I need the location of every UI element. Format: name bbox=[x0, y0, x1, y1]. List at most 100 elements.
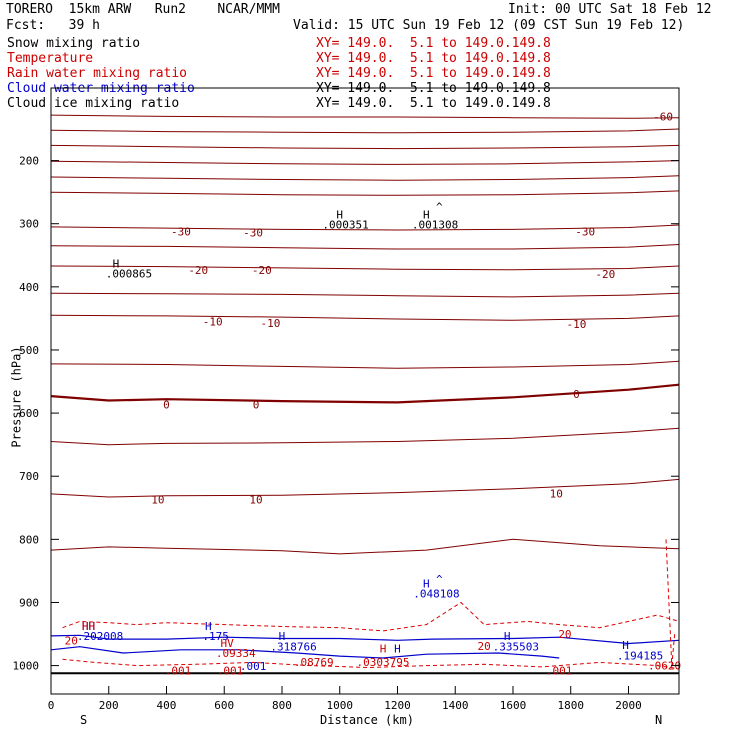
isotherm-line bbox=[50, 478, 680, 498]
extremum-label: .001 bbox=[240, 660, 267, 673]
extremum-label: ^ bbox=[436, 573, 443, 586]
contour-label: 20 bbox=[558, 628, 571, 641]
contour-label: -10 bbox=[203, 316, 223, 329]
contour-label: -60 bbox=[653, 110, 673, 123]
cloud-water-contour bbox=[50, 646, 560, 659]
plot-frame bbox=[50, 87, 680, 695]
extremum-label: H bbox=[205, 620, 212, 633]
extremum-label: .000351 bbox=[322, 218, 368, 231]
extremum-label: .048108 bbox=[413, 588, 459, 601]
contour-label: 10 bbox=[550, 487, 563, 500]
contour-label: 10 bbox=[151, 494, 164, 507]
isotherm-line bbox=[50, 175, 680, 181]
extremum-label: .202008 bbox=[77, 630, 123, 643]
contour-label: -10 bbox=[261, 317, 281, 330]
cloud-water-contour bbox=[50, 634, 680, 645]
extremum-label: HV bbox=[221, 637, 235, 650]
contour-label: -20 bbox=[188, 264, 208, 277]
y-tick-label: 600 bbox=[19, 407, 39, 420]
extremum-label: .09334 bbox=[216, 647, 256, 660]
contour-label: -20 bbox=[252, 264, 272, 277]
extremum-label: H bbox=[423, 208, 430, 221]
x-tick-label: 0 bbox=[48, 699, 55, 712]
y-tick-label: 900 bbox=[19, 596, 39, 609]
extremum-label: .0620 bbox=[648, 660, 681, 673]
isotherm-line bbox=[50, 160, 680, 165]
isotherm-line bbox=[50, 114, 680, 119]
extremum-label: .001 bbox=[546, 665, 573, 678]
extremum-label: .0303795 bbox=[357, 656, 410, 669]
isotherm-line bbox=[50, 427, 680, 446]
x-tick-label: 2000 bbox=[615, 699, 642, 712]
x-tick-label: 800 bbox=[272, 699, 292, 712]
isotherm-line bbox=[50, 265, 680, 271]
header-fcst: Fcst: 39 h bbox=[6, 18, 100, 33]
isotherm-line bbox=[50, 224, 680, 231]
x-tick-label: 600 bbox=[214, 699, 234, 712]
legend-name: Snow mixing ratio bbox=[7, 36, 141, 51]
y-tick-label: 200 bbox=[19, 155, 39, 168]
header-model: TORERO 15km ARW Run2 NCAR/MMM bbox=[6, 2, 280, 17]
extremum-label: H bbox=[336, 208, 343, 221]
contour-label: 10 bbox=[249, 494, 262, 507]
x-tick-label: 1200 bbox=[384, 699, 411, 712]
contour-label: -30 bbox=[575, 225, 595, 238]
contour-label: -20 bbox=[595, 268, 615, 281]
rain-water-contour bbox=[62, 601, 680, 632]
legend-name: Rain water mixing ratio bbox=[7, 66, 188, 81]
extremum-label: H bbox=[622, 639, 629, 652]
header-init: Init: 00 UTC Sat 18 Feb 12 bbox=[508, 2, 712, 17]
isotherm-line bbox=[50, 538, 680, 555]
rain-water-contour bbox=[665, 539, 676, 666]
contour-label: -30 bbox=[171, 225, 191, 238]
legend-xy: XY= 149.0. 5.1 to 149.0.149.8 bbox=[316, 96, 551, 111]
contour-label: 0 bbox=[573, 388, 580, 401]
legend-xy: XY= 149.0. 5.1 to 149.0.149.8 bbox=[316, 51, 551, 66]
y-axis-label: Pressure (hPa) bbox=[9, 346, 24, 448]
x-axis-label: Distance (km) bbox=[320, 713, 414, 727]
x-tick-label: 1400 bbox=[442, 699, 469, 712]
y-tick-label: 700 bbox=[19, 470, 39, 483]
x-tick-label: 1000 bbox=[326, 699, 353, 712]
isotherm-line bbox=[50, 128, 680, 134]
extremum-label: .335503 bbox=[493, 641, 539, 654]
extremum-label: H bbox=[380, 643, 387, 656]
y-tick-label: 800 bbox=[19, 533, 39, 546]
extremum-label: H bbox=[504, 630, 511, 643]
y-tick-label: 300 bbox=[19, 218, 39, 231]
extremum-label: H bbox=[394, 643, 401, 656]
extremum-label: .001 bbox=[217, 665, 244, 678]
legend-xy: XY= 149.0. 5.1 to 149.0.149.8 bbox=[316, 66, 551, 81]
contour-label: -30 bbox=[243, 227, 263, 240]
isotherm-line bbox=[50, 292, 680, 298]
extremum-label: .000865 bbox=[106, 268, 152, 281]
isotherm-line bbox=[50, 383, 680, 404]
extremum-label: H bbox=[113, 257, 120, 270]
x-end-label-south: S bbox=[80, 713, 88, 727]
contour-label: 20 bbox=[65, 634, 78, 647]
y-tick-label: 1000 bbox=[13, 660, 40, 673]
legend-name: Temperature bbox=[7, 51, 94, 66]
x-tick-label: 400 bbox=[157, 699, 177, 712]
x-tick-label: 1600 bbox=[500, 699, 527, 712]
legend-xy: XY= 149.0. 5.1 to 149.0.149.8 bbox=[316, 36, 551, 51]
extremum-label: .194185 bbox=[617, 649, 663, 662]
isotherm-line bbox=[50, 360, 680, 369]
contour-label: -10 bbox=[567, 318, 587, 331]
x-tick-label: 1800 bbox=[557, 699, 584, 712]
extremum-label: .08769 bbox=[294, 656, 334, 669]
isotherm-line bbox=[50, 244, 680, 250]
contour-label: 20 bbox=[477, 640, 490, 653]
extremum-label: .175 bbox=[202, 630, 229, 643]
x-end-label-north: N bbox=[655, 713, 663, 727]
extremum-label: HH bbox=[82, 620, 95, 633]
contour-label: 0 bbox=[163, 398, 170, 411]
extremum-label: ^ bbox=[436, 201, 443, 214]
y-tick-label: 500 bbox=[19, 344, 39, 357]
extremum-label: H bbox=[423, 578, 430, 591]
isotherm-line bbox=[50, 144, 680, 150]
extremum-label: .001308 bbox=[412, 218, 458, 231]
contour-label: 0 bbox=[253, 398, 260, 411]
isotherm-line bbox=[50, 314, 680, 321]
